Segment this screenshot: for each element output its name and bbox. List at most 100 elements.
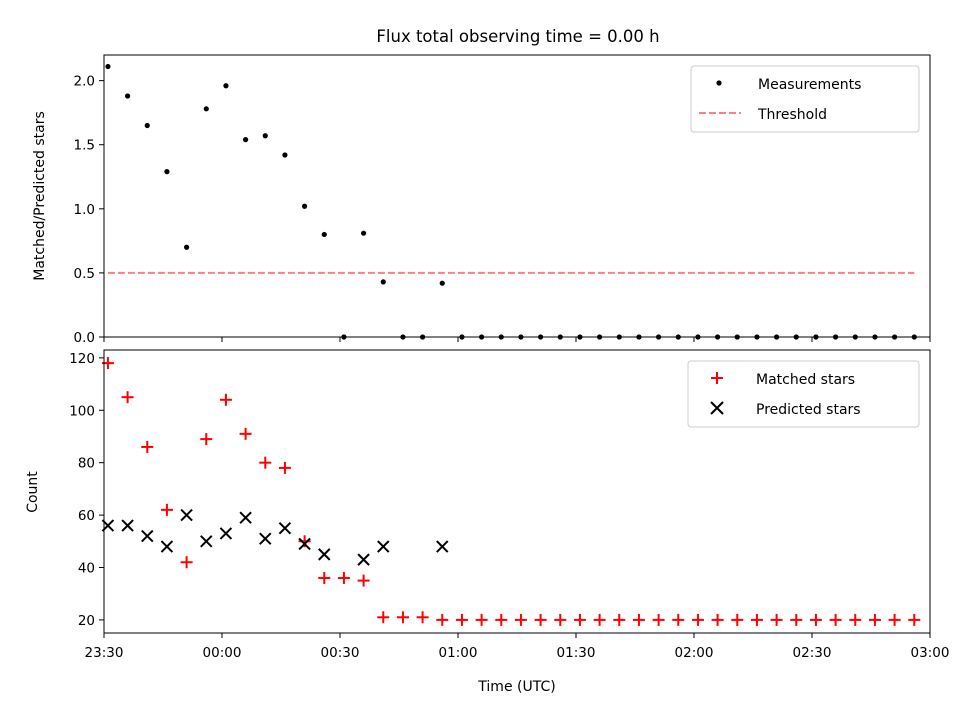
matched-stars-point	[790, 613, 803, 626]
predicted-stars-point	[160, 540, 174, 553]
predicted-stars-point	[377, 540, 390, 553]
matched-stars-point	[908, 613, 921, 626]
top-y-tick-label: 2.0	[74, 74, 95, 90]
matched-stars-point	[141, 440, 154, 453]
matched-stars-point	[711, 613, 724, 626]
legend-matched-label: Matched stars	[756, 372, 855, 388]
matched-stars-point	[436, 613, 449, 626]
bottom-axes-frame	[103, 349, 931, 634]
top-y-tick-label: 0.0	[74, 330, 95, 346]
x-axis-label: Time (UTC)	[477, 679, 555, 695]
measurement-point	[223, 83, 229, 89]
matched-stars-point	[396, 611, 409, 624]
matched-stars-point	[377, 611, 390, 624]
matched-stars-point	[160, 503, 173, 516]
predicted-stars-point	[259, 532, 272, 545]
matched-stars-point	[455, 613, 468, 626]
predicted-stars-point	[318, 548, 331, 561]
x-tick-label: 01:00	[439, 645, 478, 661]
measurement-point	[164, 169, 170, 175]
matched-stars-point	[672, 613, 685, 626]
legend-measurements-label: Measurements	[758, 77, 861, 93]
matched-stars-point	[239, 427, 252, 440]
matched-stars-point	[475, 613, 488, 626]
matched-stars-point	[731, 613, 744, 626]
x-tick-label: 23:30	[85, 645, 124, 661]
matched-stars-point	[259, 456, 272, 469]
matched-stars-point	[849, 613, 862, 626]
measurement-point	[262, 133, 268, 139]
top-y-tick-label: 0.5	[74, 266, 95, 282]
top-axes-frame	[103, 54, 931, 338]
predicted-stars-point	[278, 521, 292, 535]
matched-stars-point	[219, 393, 232, 406]
measurement-point	[125, 93, 131, 99]
bottom-ticks: 23:30 00:00 00:30 01:00 01:30 02:00 02:30 03:00…	[69, 351, 949, 661]
matched-stars-point	[770, 613, 783, 626]
bottom-y-tick-label: 80	[78, 456, 95, 472]
predicted-stars-point	[200, 535, 213, 548]
measurement-point	[105, 63, 111, 70]
matched-stars-point	[278, 461, 291, 474]
measurement-point	[439, 280, 445, 286]
matched-stars-point	[318, 571, 331, 584]
matched-stars-point	[652, 613, 665, 626]
matched-stars-point	[180, 556, 193, 569]
top-y-axis-label: Matched/Predicted stars	[32, 111, 48, 281]
x-tick-label: 03:00	[911, 645, 950, 661]
measurement-point	[321, 231, 327, 238]
matched-stars-point	[357, 574, 370, 587]
matched-stars-point	[809, 613, 822, 626]
bottom-plot-area	[101, 357, 921, 626]
bottom-y-tick-label: 120	[69, 351, 95, 367]
matched-stars-point	[613, 613, 626, 626]
matched-stars-point	[691, 613, 704, 626]
matched-stars-point	[868, 613, 881, 626]
predicted-stars-point	[121, 519, 134, 532]
measurement-point	[203, 106, 209, 112]
bottom-y-tick-label: 40	[78, 560, 95, 576]
matched-stars-point	[514, 613, 527, 626]
measurement-point	[144, 122, 150, 129]
matched-stars-point	[573, 613, 586, 626]
matched-stars-point	[829, 613, 842, 626]
predicted-stars-point	[357, 553, 370, 566]
measurement-point	[243, 137, 249, 143]
top-legend: Measurements Threshold	[690, 65, 920, 133]
legend-measurements-marker	[716, 80, 722, 86]
predicted-stars-point	[436, 540, 449, 553]
matched-stars-point	[337, 571, 350, 584]
measurement-point	[282, 152, 288, 158]
x-tick-label: 02:00	[675, 645, 714, 661]
bottom-y-tick-label: 100	[69, 403, 95, 419]
measurement-point	[302, 203, 308, 209]
bottom-y-tick-label: 60	[78, 508, 95, 524]
measurement-point	[361, 230, 367, 236]
x-tick-label: 00:30	[321, 645, 360, 661]
measurement-point	[380, 279, 386, 285]
predicted-stars-point	[180, 508, 193, 522]
predicted-stars-point	[219, 527, 233, 540]
chart-title: Flux total observing time = 0.00 h	[376, 27, 659, 46]
bottom-y-axis-label: Count	[25, 471, 41, 513]
top-y-tick-label: 1.5	[74, 138, 95, 154]
matched-stars-point	[632, 613, 645, 626]
legend-matched-marker	[711, 372, 723, 384]
x-tick-label: 01:30	[557, 645, 596, 661]
predicted-stars-point	[239, 511, 252, 524]
bottom-legend: Matched stars Predicted stars	[687, 360, 920, 428]
x-tick-label: 02:30	[793, 645, 832, 661]
matched-stars-point	[554, 613, 567, 626]
matched-stars-point	[593, 613, 606, 626]
matched-stars-point	[416, 611, 429, 624]
predicted-stars-point	[298, 537, 311, 551]
predicted-stars-point	[141, 529, 154, 543]
top-y-tick-label: 1.0	[74, 202, 95, 218]
measurement-point	[184, 244, 190, 250]
matched-stars-point	[200, 433, 213, 446]
matched-stars-point	[495, 613, 508, 626]
matched-stars-point	[121, 391, 134, 404]
x-tick-label: 00:00	[203, 645, 242, 661]
top-plot-area	[105, 63, 917, 340]
